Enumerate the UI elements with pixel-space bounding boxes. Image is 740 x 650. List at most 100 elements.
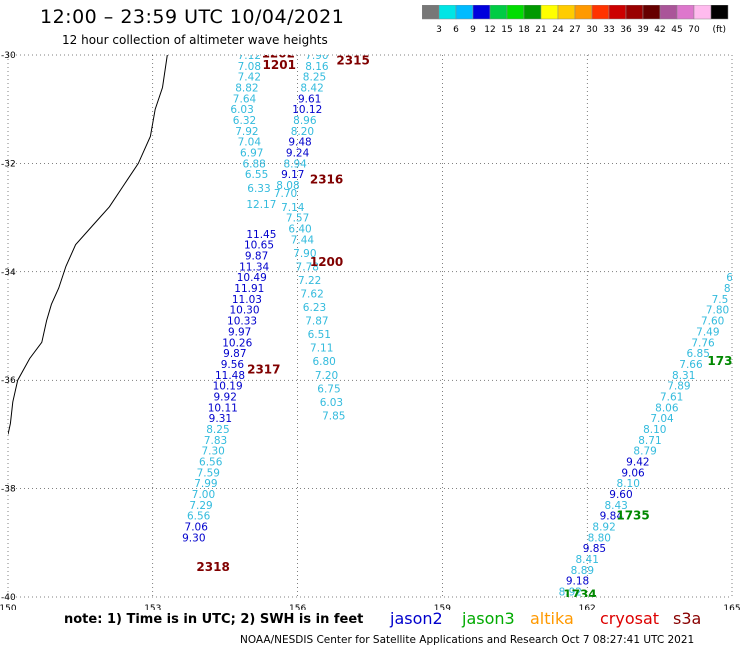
swh-value-label: 7.60 <box>701 316 724 328</box>
swh-value-label: 7.11 <box>310 343 333 355</box>
swh-value-label: 7.80 <box>706 305 729 317</box>
swh-value-label: 9.97 <box>228 326 251 338</box>
swh-value-label: 10.49 <box>237 272 267 284</box>
pass-time-label: 1735 <box>616 509 649 523</box>
swh-value-label: 7.64 <box>233 93 257 105</box>
swh-value-label: 8.16 <box>305 61 329 73</box>
legend-tick-label: 30 <box>586 25 598 35</box>
legend-tick-label: 9 <box>470 25 476 35</box>
swh-value-label: 10.12 <box>292 104 322 116</box>
swh-value-label: 7.99 <box>194 478 217 490</box>
pass-time-label: 1734 <box>563 587 596 601</box>
pass-time-label: 1201 <box>263 58 296 72</box>
swh-value-label: 7.59 <box>197 467 220 479</box>
swh-value-label: 6.40 <box>288 223 311 235</box>
swh-value-label: 7.87 <box>305 316 328 328</box>
swh-value-label: 8.92 <box>592 522 615 534</box>
swh-value-label: 8.06 <box>655 402 679 414</box>
legend-tick-label: 15 <box>501 25 512 35</box>
legend-tick-label: 24 <box>552 25 564 35</box>
swh-value-label: 11.34 <box>239 261 269 273</box>
longitude-label: 165 <box>723 604 740 610</box>
swh-value-label: 9.85 <box>583 543 606 555</box>
pass-time-label: 2315 <box>336 53 369 67</box>
footnote: note: 1) Time is in UTC; 2) SWH is in fe… <box>64 612 364 627</box>
latitude-label: -34 <box>1 268 16 278</box>
satellite-label-s3a: s3a <box>673 609 702 628</box>
swh-value-label: 9.42 <box>626 457 649 469</box>
longitude-label: 150 <box>0 604 17 610</box>
swh-value-label: 8.25 <box>206 424 229 436</box>
legend-tick-label: 6 <box>453 25 459 35</box>
swh-value-label: 7.42 <box>238 72 261 84</box>
swh-value-label: 9.87 <box>245 251 268 263</box>
swh-value-label: 7.12 <box>238 50 261 62</box>
legend-tick-label: 42 <box>654 25 665 35</box>
swh-value-label: 8.94 <box>283 158 307 170</box>
latitude-label: -36 <box>1 376 16 386</box>
pass-time-label: 2316 <box>310 173 343 187</box>
legend-tick-label: 18 <box>518 25 530 35</box>
swh-value-label: 9.06 <box>621 467 645 479</box>
legend-swatch <box>710 5 729 20</box>
legend-tick-label: 21 <box>535 25 546 35</box>
swh-value-label: 10.26 <box>222 337 252 349</box>
swh-value-label: 7.49 <box>696 326 719 338</box>
swh-value-label: 7.92 <box>235 126 258 138</box>
swh-value-label: 6 <box>726 272 733 284</box>
swh-value-label: 11.45 <box>246 229 276 241</box>
swh-value-label: 8.89 <box>571 565 594 577</box>
swh-value-label: 9.18 <box>566 576 589 588</box>
legend-tick-label: 39 <box>637 25 649 35</box>
swh-value-label: 7.08 <box>238 61 261 73</box>
swh-value-label: 12.17 <box>246 199 276 211</box>
swh-value-label: 6.88 <box>242 158 265 170</box>
map-title: 12:00 – 23:59 UTC 10/04/2021 <box>40 6 345 28</box>
swh-value-label: 9.24 <box>286 148 310 160</box>
swh-value-label: 8.71 <box>638 435 661 447</box>
satellite-label-jason2: jason2 <box>390 609 443 628</box>
swh-value-label: 9.17 <box>281 169 304 181</box>
swh-value-label: 8.10 <box>643 424 666 436</box>
swh-value-label: 8.10 <box>617 478 640 490</box>
swh-value-label: 7.70 <box>274 188 297 200</box>
legend-tick-label: 27 <box>569 25 580 35</box>
swh-value-label: 7.90 <box>293 248 316 260</box>
swh-value-label: 6.33 <box>247 183 270 195</box>
swh-value-label: 6.03 <box>230 104 253 116</box>
pass-time-label: 2317 <box>247 362 280 376</box>
swh-value-label: 7.30 <box>201 446 224 458</box>
swh-value-label: 6.80 <box>312 356 335 368</box>
swh-value-label: 8.43 <box>604 500 627 512</box>
swh-value-label: 7.44 <box>291 234 315 246</box>
legend-tick-label: 45 <box>671 25 682 35</box>
swh-value-label: 7.20 <box>315 370 338 382</box>
latitude-label: -32 <box>1 159 16 169</box>
legend-tick-label: 3 <box>436 25 442 35</box>
longitude-label: 156 <box>289 604 306 610</box>
swh-value-label: 7.14 <box>281 202 305 214</box>
map-subtitle: 12 hour collection of altimeter wave hei… <box>62 33 328 47</box>
swh-value-label: 7.83 <box>204 435 227 447</box>
swh-value-label: 7.04 <box>238 137 262 149</box>
latitude-label: -38 <box>1 485 16 495</box>
pass-time-label: 173 <box>707 354 732 368</box>
latitude-label: -30 <box>1 51 16 61</box>
longitude-label: 153 <box>144 604 161 610</box>
swh-value-label: 8.80 <box>588 532 611 544</box>
longitude-label: 159 <box>434 604 451 610</box>
swh-value-label: 6.56 <box>187 511 211 523</box>
swh-value-label: 6.75 <box>317 383 340 395</box>
swh-value-label: 7.00 <box>192 489 215 501</box>
swh-value-label: 9.48 <box>288 137 311 149</box>
swh-value-label: 9.87 <box>223 348 246 360</box>
swh-value-label: 11.48 <box>215 370 245 382</box>
swh-value-label: 6.56 <box>199 457 223 469</box>
pass-time-label: 1202 <box>262 46 295 60</box>
pass-time-label: 2318 <box>196 560 229 574</box>
swh-value-label: 6.55 <box>245 169 268 181</box>
legend-unit: (ft) <box>712 25 726 35</box>
swh-value-label: 7.22 <box>298 275 321 287</box>
swh-value-label: 7.5 <box>712 294 729 306</box>
swh-value-label: 10.65 <box>244 240 274 252</box>
